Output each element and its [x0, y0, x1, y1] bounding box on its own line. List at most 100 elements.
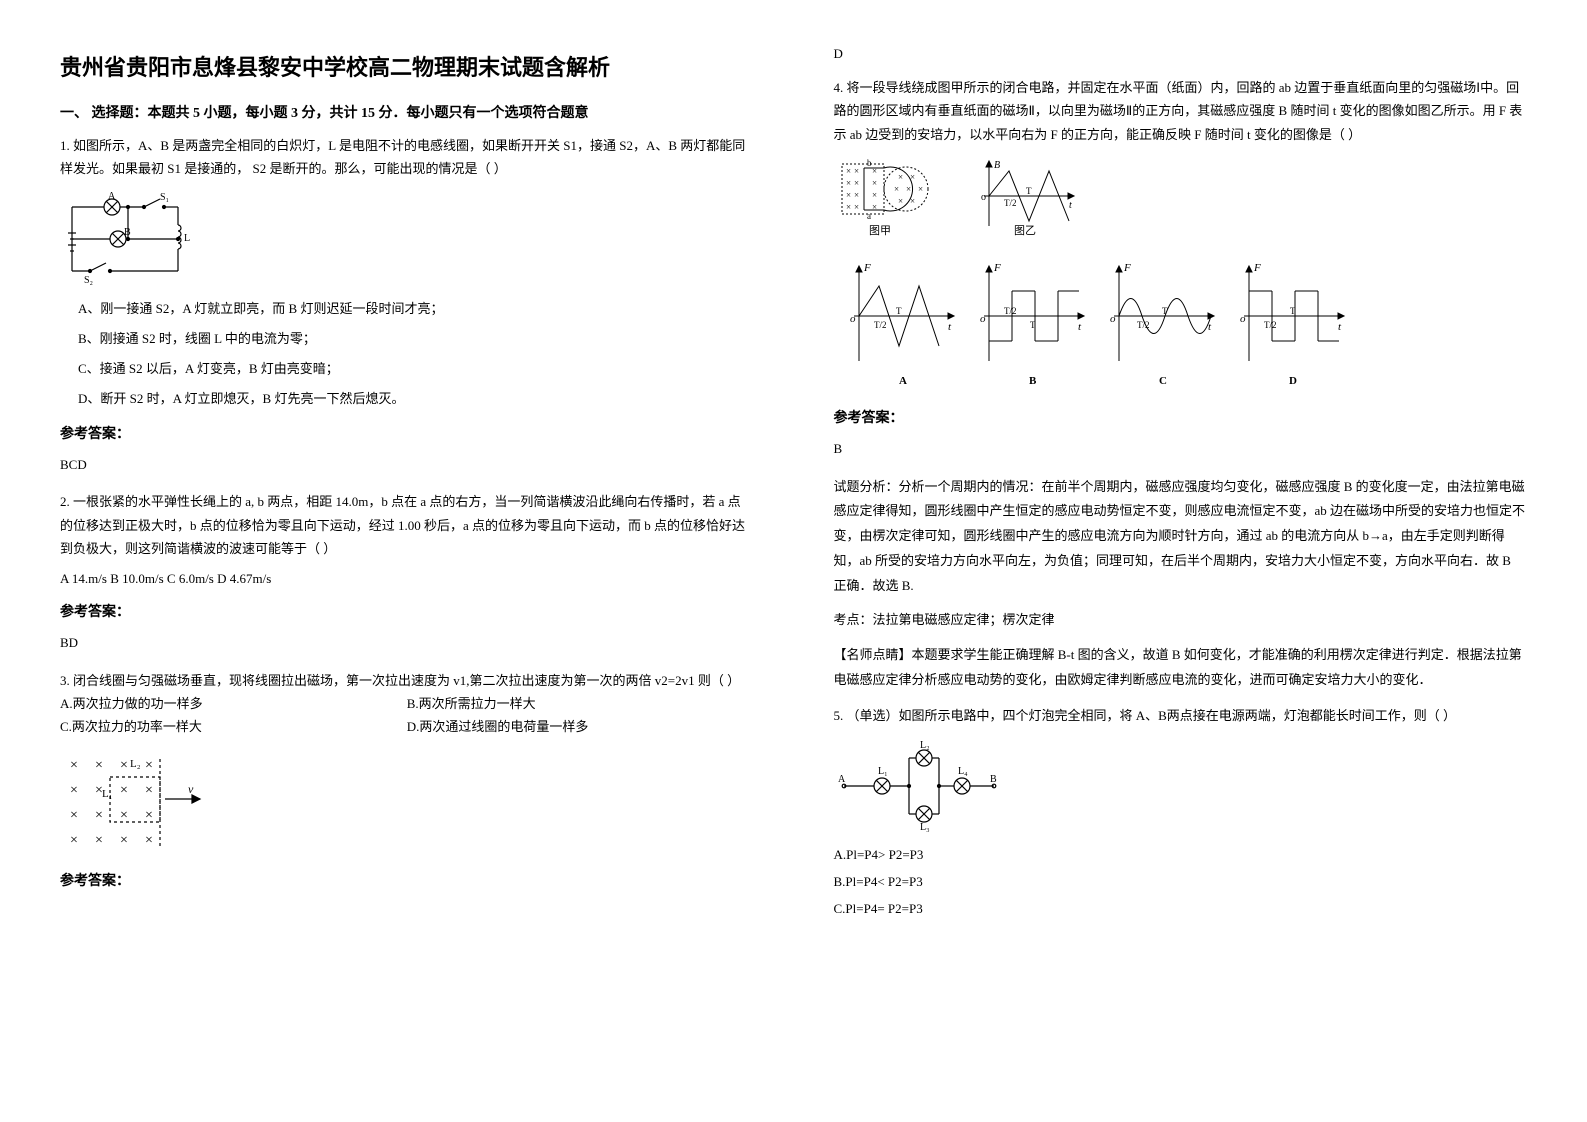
svg-text:×: × [854, 178, 859, 188]
svg-text:L₁: L₁ [878, 766, 888, 777]
svg-text:t: t [1208, 321, 1212, 333]
svg-text:o: o [1110, 313, 1116, 325]
svg-text:S₁: S₁ [160, 192, 169, 203]
svg-text:×: × [894, 184, 899, 194]
q1-option-c: C、接通 S2 以后，A 灯变亮，B 灯由亮变暗； [78, 356, 754, 382]
q5-option-c: C.Pl=P4= P2=P3 [834, 897, 1528, 920]
svg-text:×: × [854, 202, 859, 212]
svg-text:×: × [872, 202, 877, 212]
svg-text:B: B [124, 227, 131, 238]
svg-text:T: T [1026, 186, 1032, 196]
q3-stem: 3. 闭合线圈与匀强磁场垂直，现将线圈拉出磁场，第一次拉出速度为 v1,第二次拉… [60, 669, 754, 692]
q2-stem: 2. 一根张紧的水平弹性长绳上的 a, b 两点，相距 14.0m，b 点在 a… [60, 490, 754, 560]
q3-answer: D [834, 46, 1528, 62]
q3-option-b: B.两次所需拉力一样大 [407, 692, 754, 715]
svg-text:T/2: T/2 [874, 320, 887, 330]
svg-text:t: t [1069, 200, 1072, 211]
svg-text:b: b [867, 158, 872, 168]
svg-text:×: × [854, 166, 859, 176]
svg-text:×: × [95, 833, 103, 848]
svg-text:v: v [188, 782, 194, 796]
svg-text:×: × [145, 783, 153, 798]
svg-text:×: × [910, 172, 915, 182]
page-title: 贵州省贵阳市息烽县黎安中学校高二物理期末试题含解析 [60, 50, 754, 82]
svg-text:t: t [948, 321, 952, 333]
q4-answer: B [834, 437, 1528, 460]
svg-text:×: × [120, 783, 128, 798]
svg-text:×: × [898, 172, 903, 182]
question-5: 5. （单选）如图所示电路中，四个灯泡完全相同，将 A、B两点接在电源两端，灯泡… [834, 704, 1528, 921]
svg-text:×: × [918, 184, 923, 194]
svg-text:S₂: S₂ [84, 275, 93, 286]
svg-text:T/2: T/2 [1004, 198, 1017, 208]
svg-text:T/2: T/2 [1004, 306, 1017, 316]
svg-text:×: × [120, 758, 128, 773]
svg-text:A: A [108, 191, 116, 202]
question-3: 3. 闭合线圈与匀强磁场垂直，现将线圈拉出磁场，第一次拉出速度为 v1,第二次拉… [60, 669, 754, 894]
q2-answer-label: 参考答案： [60, 600, 754, 625]
svg-text:×: × [846, 190, 851, 200]
svg-text:L: L [184, 233, 190, 244]
q4-stem: 4. 将一段导线绕成图甲所示的闭合电路，并固定在水平面（纸面）内，回路的 ab … [834, 76, 1528, 146]
svg-text:×: × [120, 808, 128, 823]
svg-text:×: × [872, 178, 877, 188]
q3-answer-label: 参考答案： [60, 869, 754, 894]
q1-stem: 1. 如图所示，A、B 是两盏完全相同的白炽灯，L 是电阻不计的电感线圈，如果断… [60, 134, 754, 181]
q2-options: A 14.m/s B 10.0m/s C 6.0m/s D 4.67m/s [60, 567, 754, 590]
svg-text:T: T [1290, 306, 1296, 316]
svg-text:F: F [1123, 262, 1131, 274]
svg-text:×: × [70, 783, 78, 798]
svg-text:B: B [994, 160, 1000, 171]
q5-circuit-diagram: L₁ L₂ L₃ L₄ A B [834, 738, 1528, 833]
q4-options-diagram: F o t T/2 T A [834, 256, 1528, 396]
svg-text:×: × [70, 808, 78, 823]
svg-text:L₂: L₂ [920, 740, 930, 751]
svg-text:A: A [838, 774, 846, 785]
q3-option-a: A.两次拉力做的功一样多 [60, 692, 407, 715]
svg-text:T: T [896, 306, 902, 316]
svg-text:L₂: L₂ [130, 758, 141, 770]
svg-text:×: × [145, 833, 153, 848]
svg-text:图乙: 图乙 [1014, 224, 1036, 237]
q4-analysis-3: 【名师点睛】本题要求学生能正确理解 B-t 图的含义，故道 B 如何变化，才能准… [834, 643, 1528, 692]
right-column: D 4. 将一段导线绕成图甲所示的闭合电路，并固定在水平面（纸面）内，回路的 a… [834, 40, 1528, 933]
svg-text:t: t [1338, 321, 1342, 333]
q4-analysis-2: 考点：法拉第电磁感应定律；楞次定律 [834, 608, 1528, 633]
svg-text:×: × [70, 833, 78, 848]
q1-answer: BCD [60, 453, 754, 476]
svg-text:×: × [120, 833, 128, 848]
svg-text:×: × [846, 166, 851, 176]
left-column: 贵州省贵阳市息烽县黎安中学校高二物理期末试题含解析 一、 选择题：本题共 5 小… [60, 40, 754, 933]
svg-text:T: T [1030, 320, 1036, 330]
svg-text:×: × [898, 196, 903, 206]
q5-stem: 5. （单选）如图所示电路中，四个灯泡完全相同，将 A、B两点接在电源两端，灯泡… [834, 704, 1528, 727]
svg-text:B: B [990, 774, 997, 785]
svg-text:×: × [95, 758, 103, 773]
svg-text:×: × [872, 166, 877, 176]
q4-analysis-1: 试题分析：分析一个周期内的情况：在前半个周期内，磁感应强度均匀变化，磁感应强度 … [834, 475, 1528, 598]
svg-text:T/2: T/2 [1137, 320, 1150, 330]
svg-text:图甲: 图甲 [869, 224, 891, 237]
svg-text:F: F [993, 262, 1001, 274]
svg-text:a: a [867, 211, 871, 221]
svg-text:L₄: L₄ [958, 766, 968, 777]
q1-option-a: A、刚一接通 S2，A 灯就立即亮，而 B 灯则迟延一段时间才亮； [78, 296, 754, 322]
section-header: 一、 选择题：本题共 5 小题，每小题 3 分，共计 15 分．每小题只有一个选… [60, 102, 754, 122]
svg-text:×: × [145, 808, 153, 823]
svg-text:×: × [906, 184, 911, 194]
svg-text:A: A [899, 375, 907, 387]
svg-text:×: × [846, 202, 851, 212]
q5-option-a: A.Pl=P4> P2=P3 [834, 843, 1528, 866]
svg-text:×: × [145, 758, 153, 773]
q1-answer-label: 参考答案： [60, 422, 754, 447]
q3-option-c: C.两次拉力的功率一样大 [60, 715, 407, 738]
question-4: 4. 将一段导线绕成图甲所示的闭合电路，并固定在水平面（纸面）内，回路的 ab … [834, 76, 1528, 692]
svg-text:F: F [1253, 262, 1261, 274]
svg-text:×: × [854, 190, 859, 200]
q5-option-b: B.Pl=P4< P2=P3 [834, 870, 1528, 893]
q1-option-d: D、断开 S2 时，A 灯立即熄灭，B 灯先亮一下然后熄灭。 [78, 386, 754, 412]
svg-text:o: o [980, 313, 986, 325]
svg-text:×: × [95, 808, 103, 823]
q3-option-d: D.两次通过线圈的电荷量一样多 [407, 715, 754, 738]
svg-text:×: × [872, 190, 877, 200]
